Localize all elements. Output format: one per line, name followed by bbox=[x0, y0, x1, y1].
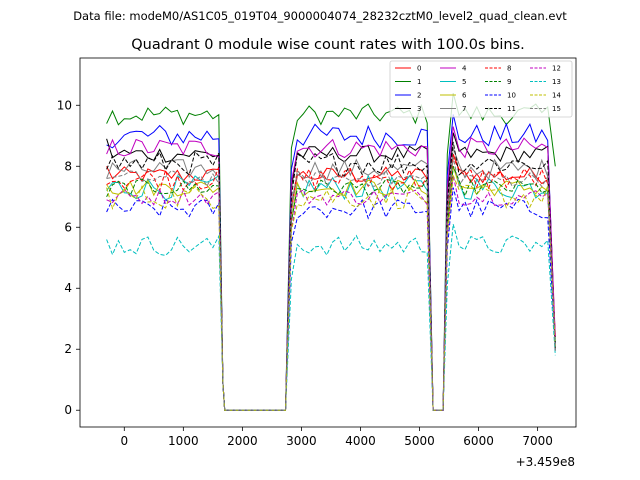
x-tick-label: 7000 bbox=[522, 434, 553, 448]
legend-label-15: 15 bbox=[552, 105, 561, 113]
series-line-14 bbox=[106, 175, 556, 411]
legend-label-10: 10 bbox=[507, 92, 516, 100]
legend-label-6: 6 bbox=[462, 92, 467, 100]
series-line-6 bbox=[106, 166, 556, 411]
axes-frame bbox=[79, 57, 577, 428]
legend-label-0: 0 bbox=[417, 65, 421, 73]
y-tick-label: 2 bbox=[64, 342, 72, 356]
x-tick-label: 3000 bbox=[286, 434, 317, 448]
legend-label-3: 3 bbox=[417, 105, 421, 113]
y-tick-label: 6 bbox=[64, 220, 72, 234]
y-tick-label: 10 bbox=[57, 98, 72, 112]
x-axis: 0 1000 2000 3000 4000 5000 6000 7000 bbox=[120, 427, 553, 448]
x-tick-label: 0 bbox=[120, 434, 128, 448]
series-line-15 bbox=[106, 156, 556, 411]
x-tick-label: 6000 bbox=[463, 434, 494, 448]
legend-label-7: 7 bbox=[462, 105, 466, 113]
series-line-8 bbox=[106, 155, 556, 411]
x-tick-label: 2000 bbox=[227, 434, 258, 448]
legend-label-4: 4 bbox=[462, 65, 467, 73]
legend-label-13: 13 bbox=[552, 78, 561, 86]
legend-box bbox=[389, 60, 573, 118]
legend-label-11: 11 bbox=[507, 105, 516, 113]
chart-suptitle: Data file: modeM0/AS1C05_019T04_90000040… bbox=[73, 9, 567, 23]
legend-label-1: 1 bbox=[417, 78, 421, 86]
series-line-9 bbox=[106, 166, 556, 411]
x-tick-label: 1000 bbox=[168, 434, 199, 448]
y-tick-label: 4 bbox=[64, 281, 72, 295]
y-tick-label: 0 bbox=[64, 403, 72, 417]
series-line-13 bbox=[106, 224, 556, 411]
series-line-12 bbox=[106, 175, 556, 411]
series-line-4 bbox=[106, 126, 556, 411]
legend-label-5: 5 bbox=[462, 78, 466, 86]
legend-label-12: 12 bbox=[552, 65, 561, 73]
legend-label-14: 14 bbox=[552, 92, 561, 100]
legend-label-8: 8 bbox=[507, 65, 511, 73]
series-line-2 bbox=[106, 114, 556, 411]
chart-title: Quadrant 0 module wise count rates with … bbox=[131, 37, 525, 53]
legend-label-9: 9 bbox=[507, 78, 511, 86]
x-tick-label: 5000 bbox=[404, 434, 435, 448]
x-tick-label: 4000 bbox=[345, 434, 376, 448]
legend-label-2: 2 bbox=[417, 92, 421, 100]
x-offset-label: +3.459e8 bbox=[516, 455, 575, 469]
y-axis: 0 2 4 6 8 10 bbox=[57, 98, 80, 417]
plot-lines bbox=[106, 92, 556, 411]
y-tick-label: 8 bbox=[64, 159, 72, 173]
series-line-11 bbox=[106, 141, 556, 411]
series-line-10 bbox=[106, 187, 556, 411]
